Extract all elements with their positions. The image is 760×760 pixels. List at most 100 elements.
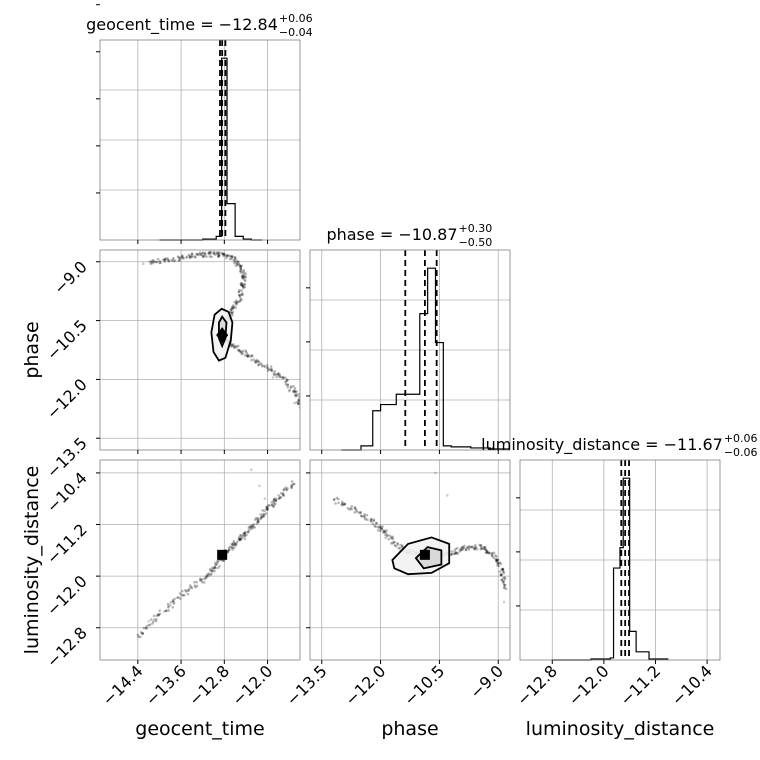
- sample-point: [181, 594, 185, 597]
- sample-point: [378, 529, 382, 533]
- sample-point: [490, 554, 494, 557]
- sample-point: [201, 254, 205, 258]
- sample-point: [475, 547, 479, 551]
- sample-point: [282, 376, 285, 380]
- sample-point: [265, 505, 269, 509]
- sample-point: [363, 515, 366, 518]
- sample-point: [200, 578, 204, 581]
- sample-point: [263, 509, 266, 513]
- x-tick-label: −12.0: [565, 661, 613, 709]
- sample-point: [208, 251, 212, 254]
- sample-point: [207, 252, 211, 256]
- sample-point: [182, 256, 185, 260]
- sample-point: [384, 531, 388, 535]
- sample-point: [167, 609, 171, 612]
- sample-point: [188, 584, 192, 587]
- sample-point: [269, 365, 273, 368]
- sample-point: [261, 513, 265, 516]
- scatter-phase-vs-luminosity-distance: [310, 460, 510, 660]
- sample-point: [496, 561, 499, 565]
- sample-point: [232, 541, 235, 545]
- sample-point: [241, 270, 245, 274]
- sample-point: [241, 352, 244, 355]
- sample-point: [241, 535, 244, 539]
- sample-point: [281, 376, 285, 380]
- sample-point: [250, 358, 253, 362]
- sample-point: [241, 277, 245, 280]
- sample-point: [290, 480, 294, 483]
- sample-point: [190, 252, 194, 255]
- sample-point: [277, 497, 281, 500]
- sample-point: [231, 343, 234, 347]
- sample-point: [195, 252, 199, 256]
- sample-point: [341, 500, 344, 504]
- sample-point: [396, 543, 400, 546]
- sample-point: [233, 345, 236, 348]
- sample-point: [207, 251, 211, 255]
- sample-point: [452, 552, 456, 555]
- sample-point: [243, 285, 247, 289]
- sample-point: [225, 256, 228, 260]
- sample-point: [484, 548, 487, 551]
- sample-point: [147, 623, 150, 627]
- sample-point: [246, 530, 250, 534]
- sample-point: [240, 281, 244, 285]
- x-tick-label: −12.0: [228, 661, 276, 709]
- sample-point: [490, 552, 494, 555]
- sample-point: [295, 393, 299, 396]
- x-tick-label: −10.4: [668, 661, 716, 709]
- sample-point: [210, 569, 214, 573]
- sample-point: [502, 576, 505, 580]
- sample-point: [235, 299, 238, 302]
- sample-point: [239, 265, 243, 269]
- sample-point: [292, 482, 296, 486]
- sample-point: [228, 545, 232, 549]
- sample-point: [238, 537, 242, 541]
- sample-point: [386, 533, 389, 537]
- sample-point: [263, 497, 267, 501]
- sample-point: [294, 394, 297, 398]
- sample-point: [166, 602, 170, 606]
- sample-point: [237, 348, 240, 352]
- sample-point: [157, 613, 161, 617]
- sample-point: [233, 300, 236, 304]
- sample-point: [247, 528, 251, 532]
- sample-point: [212, 251, 215, 255]
- sample-point: [270, 500, 274, 504]
- sample-point: [259, 513, 262, 516]
- sample-point: [282, 493, 285, 496]
- sample-point: [240, 282, 243, 285]
- sample-point: [481, 547, 484, 550]
- sample-point: [214, 563, 218, 566]
- sample-point: [478, 543, 481, 547]
- sample-point: [172, 602, 176, 605]
- x-tick-label: −12.8: [185, 661, 233, 709]
- sample-point: [250, 524, 254, 528]
- sample-point: [474, 543, 477, 547]
- sample-point: [231, 543, 234, 546]
- x-tick-label: −9.0: [466, 661, 507, 702]
- sample-point: [346, 506, 350, 510]
- sample-point: [267, 368, 271, 371]
- sample-point: [297, 402, 300, 405]
- sample-point: [374, 525, 377, 528]
- sample-point: [393, 540, 396, 544]
- y-tick-label: −12.8: [43, 623, 91, 671]
- sample-point: [372, 518, 376, 522]
- sample-point: [500, 573, 503, 577]
- sample-point: [151, 258, 155, 262]
- sample-point: [230, 311, 233, 315]
- sample-point: [297, 399, 300, 402]
- sample-point: [209, 569, 212, 572]
- sample-point: [178, 259, 181, 262]
- sample-point: [343, 502, 347, 506]
- sample-point: [487, 551, 491, 555]
- scatter-geocent-time-vs-phase: [100, 250, 300, 450]
- sample-point: [454, 551, 458, 555]
- sample-point: [504, 587, 508, 591]
- sample-point: [247, 353, 251, 357]
- sample-point: [168, 603, 172, 607]
- sample-point: [199, 578, 202, 582]
- sample-point: [240, 283, 243, 287]
- sample-point: [288, 388, 292, 392]
